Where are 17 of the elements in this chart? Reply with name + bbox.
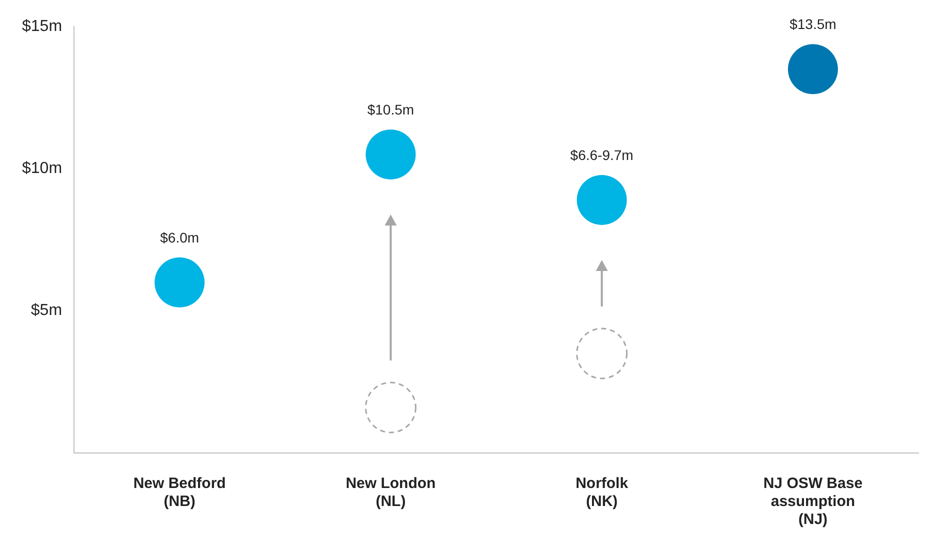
y-tick-label: $15m (22, 18, 62, 35)
point (576, 174, 627, 225)
data-label: $6.0m (160, 229, 200, 246)
y-tick-label: $5m (30, 302, 62, 320)
point (576, 328, 628, 380)
point (364, 382, 416, 434)
x-tick-label: NJ OSW Base assumption (NJ) (763, 475, 863, 528)
x-tick-label: New Bedford (NB) (133, 475, 226, 510)
point (154, 257, 205, 308)
x-tick-label: New London (NL) (346, 475, 436, 510)
data-label: $6.6-9.7m (570, 146, 634, 163)
point (788, 44, 838, 94)
point (366, 129, 416, 180)
x-tick-label: Norfolk (NK) (576, 475, 629, 510)
y-tick-label: $10m (22, 160, 62, 178)
data-label: $10.5m (367, 101, 414, 118)
data-label: $13.5m (790, 16, 836, 32)
